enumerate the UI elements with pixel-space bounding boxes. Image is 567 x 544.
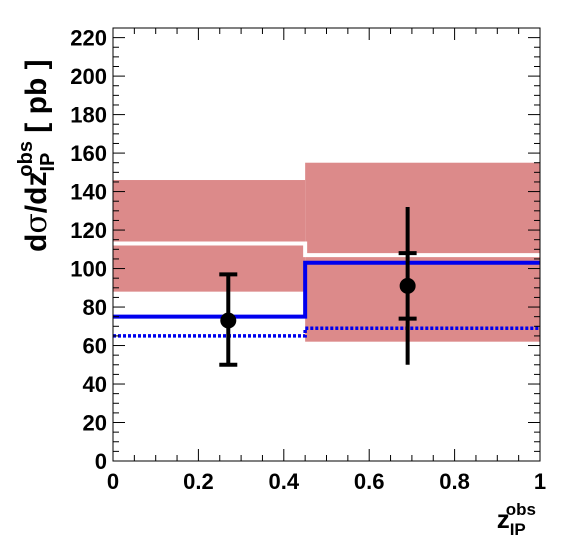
y-tick-label: 220 — [70, 26, 107, 51]
data-point — [399, 277, 416, 294]
x-tick-label: 1 — [534, 469, 546, 494]
y-tick-label: 200 — [70, 64, 107, 89]
data-point — [220, 312, 237, 329]
data-points-layer — [219, 206, 417, 367]
series-line-2 — [113, 260, 540, 319]
y-axis-label-sigma: σ — [19, 213, 54, 233]
y-tick-label: 0 — [95, 449, 107, 474]
x-axis-label-subscript: IP — [510, 520, 526, 539]
y-axis-label-unit: [ pb ] — [20, 59, 53, 141]
series-line-1 — [113, 241, 540, 258]
y-tick-label: 60 — [83, 334, 107, 359]
x-axis-label-superscript: obs — [506, 500, 536, 519]
y-tick-label: 160 — [70, 141, 107, 166]
y-tick-label: 20 — [83, 411, 107, 436]
x-tick-label: 0.8 — [439, 469, 470, 494]
x-axis-label: zIPobs — [497, 500, 536, 539]
ticks-layer: 0 0.2 0.4 0.6 0.8 1 0 20 40 60 80 100 120 140 160 180 20… — [70, 26, 546, 494]
y-tick-label: 100 — [70, 257, 107, 282]
y-tick-label: 120 — [70, 218, 107, 243]
y-tick-label: 140 — [70, 180, 107, 205]
x-tick-label: 0.4 — [269, 469, 300, 494]
uncertainty-band-bin — [113, 180, 306, 292]
y-tick-label: 180 — [70, 103, 107, 128]
y-tick-label: 40 — [83, 372, 107, 397]
y-axis-label-superscript: obs — [15, 141, 37, 177]
uncertainty-band-bin — [305, 162, 540, 342]
y-axis-label-subscript: IP — [37, 153, 59, 172]
x-tick-label: 0.2 — [183, 469, 214, 494]
uncertainty-band-layer — [113, 162, 540, 342]
y-tick-label: 80 — [83, 295, 107, 320]
series-line-3 — [113, 326, 540, 338]
prediction-series-layer — [113, 241, 540, 338]
y-axis-label: dσ/dzIPobs [ pb ] — [15, 59, 59, 252]
x-tick-label: 0 — [107, 469, 119, 494]
x-tick-label: 0.6 — [354, 469, 385, 494]
